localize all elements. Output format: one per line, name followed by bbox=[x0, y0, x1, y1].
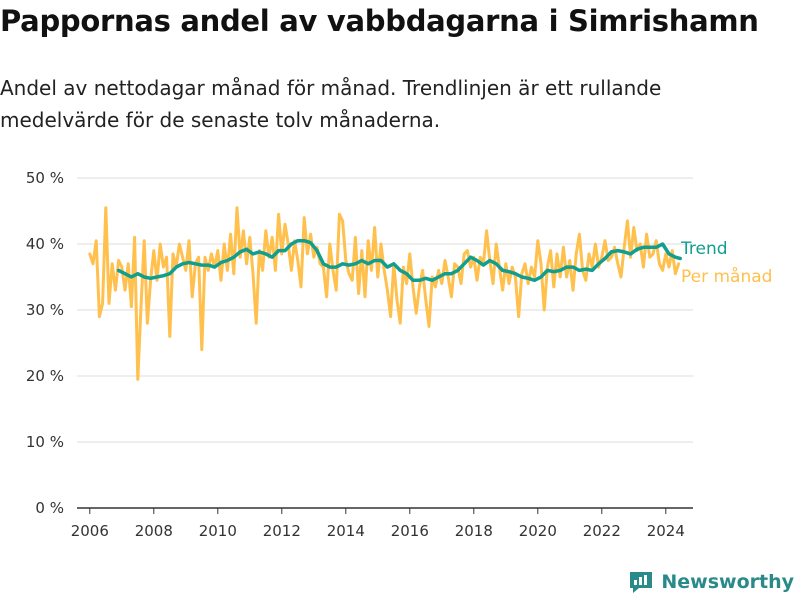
series-line-trend bbox=[116, 238, 682, 283]
grid-lines bbox=[77, 177, 693, 509]
x-tick-label: 2010 bbox=[199, 522, 237, 540]
legend: Trend Per månad bbox=[680, 239, 772, 287]
chart-subtitle: Andel av nettodagar månad för månad. Tre… bbox=[0, 76, 662, 132]
y-tick-label: 50 % bbox=[26, 169, 64, 187]
legend-label-trend: Trend bbox=[680, 239, 728, 259]
y-tick-label: 10 % bbox=[26, 433, 64, 451]
y-tick-label: 0 % bbox=[35, 499, 64, 517]
series-layer bbox=[88, 206, 682, 381]
branding: Newsworthy bbox=[627, 568, 794, 596]
x-tick-label: 2016 bbox=[391, 522, 429, 540]
y-tick-label: 30 % bbox=[26, 301, 64, 319]
x-axis: 2006 2008 2010 2012 2014 2016 2018 2020 2022 2024 bbox=[71, 508, 685, 540]
x-tick-label: 2006 bbox=[71, 522, 109, 540]
x-tick-label: 2024 bbox=[647, 522, 685, 540]
brand-name: Newsworthy bbox=[661, 571, 794, 593]
legend-label-per-manad: Per månad bbox=[681, 266, 772, 287]
x-tick-label: 2022 bbox=[583, 522, 621, 540]
x-tick-label: 2014 bbox=[327, 522, 365, 540]
x-tick-label: 2008 bbox=[135, 522, 173, 540]
x-tick-label: 2020 bbox=[519, 522, 557, 540]
chart-title: Pappornas andel av vabbdagarna i Simrish… bbox=[0, 4, 759, 38]
newsworthy-logo-icon bbox=[630, 572, 653, 593]
y-tick-label: 20 % bbox=[26, 367, 64, 385]
y-axis-tick-labels: 0 % 10 % 20 % 30 % 40 % 50 % bbox=[26, 169, 64, 517]
series-line-per-manad bbox=[88, 206, 681, 381]
x-tick-label: 2018 bbox=[455, 522, 493, 540]
x-tick-label: 2012 bbox=[263, 522, 301, 540]
y-tick-label: 40 % bbox=[26, 235, 64, 253]
